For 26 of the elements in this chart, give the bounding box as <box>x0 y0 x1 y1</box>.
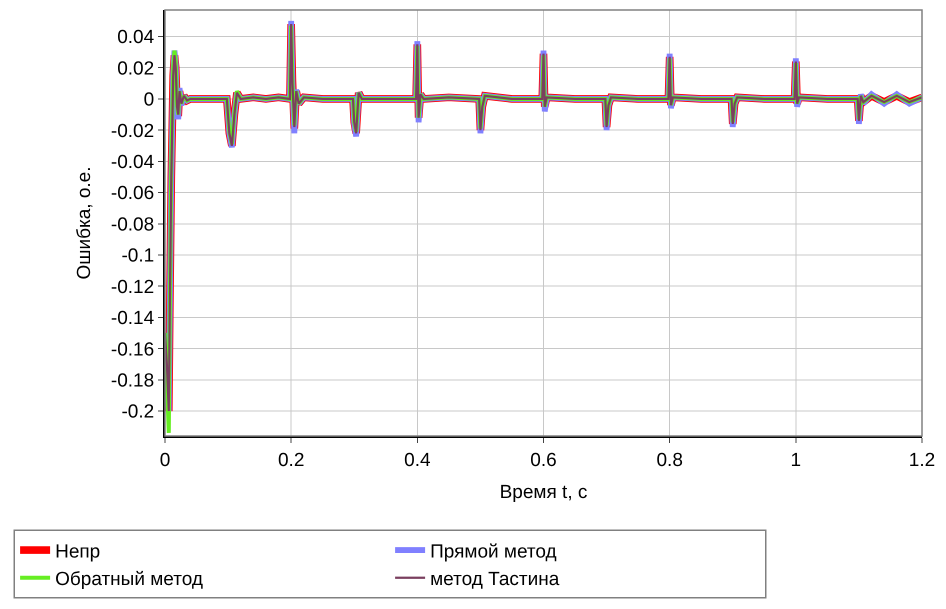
y-tick-label: 0.04 <box>117 27 155 48</box>
y-tick-label: -0.12 <box>110 276 154 298</box>
y-tick-label: -0.1 <box>121 246 154 267</box>
x-tick-label: 0.8 <box>656 450 683 471</box>
y-tick-label: -0.16 <box>110 339 154 360</box>
legend-label: метод Тастина <box>430 569 560 590</box>
legend-label: Непр <box>55 541 100 562</box>
x-tick-label: 0.2 <box>278 450 304 471</box>
y-tick-label: -0.02 <box>110 120 154 142</box>
y-tick-label: 0 <box>144 90 154 111</box>
y-tick-label: 0.02 <box>117 58 154 80</box>
x-axis-title: Время t, с <box>500 482 588 504</box>
y-tick-label: -0.2 <box>121 402 154 423</box>
x-tick-label: 1.2 <box>908 450 936 471</box>
y-tick-label: -0.08 <box>110 214 154 236</box>
y-tick-label: -0.18 <box>110 370 154 392</box>
x-tick-label: 1 <box>790 450 802 471</box>
y-tick-label: -0.06 <box>110 183 154 204</box>
legend-label: Прямой метод <box>430 541 557 562</box>
y-tick-label: -0.14 <box>110 308 155 330</box>
y-axis-title: Ошибка, о.е. <box>74 166 96 280</box>
x-tick-label: 0.6 <box>530 450 557 471</box>
y-tick-label: -0.04 <box>110 152 155 174</box>
legend-label: Обратный метод <box>55 569 203 590</box>
x-tick-label: 0 <box>160 450 170 471</box>
x-tick-label: 0.4 <box>404 450 431 471</box>
